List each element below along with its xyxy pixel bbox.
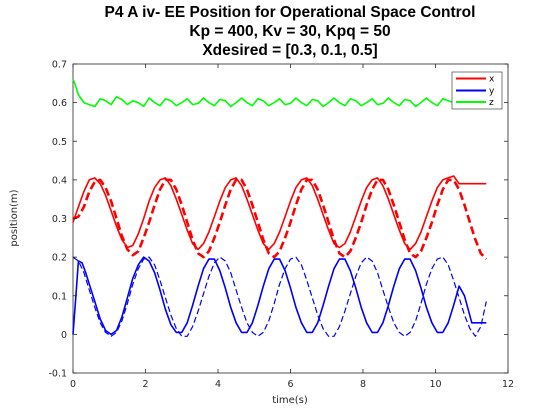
series-line-x-desired: [72, 178, 488, 260]
y-tick-label: -0.1: [48, 369, 67, 380]
data-layer: [72, 79, 488, 337]
chart-title-line-1: P4 A iv- EE Position for Operational Spa…: [105, 4, 476, 21]
x-tick-label: 12: [502, 379, 514, 390]
legend-label-z: z: [489, 98, 494, 108]
legend-label-y: y: [489, 87, 495, 97]
y-axis-ticks: -0.1 0 0.1 0.2 0.3 0.4 0.5 0.6 0.7: [48, 60, 508, 380]
x-tick-label: 10: [429, 379, 441, 390]
series-line-x: [72, 175, 487, 251]
legend: x y z: [451, 71, 503, 110]
chart-title-line-2: Kp = 400, Kv = 30, Kpq = 50: [189, 23, 390, 40]
x-tick-label: 6: [287, 379, 293, 390]
x-tick-label: 2: [142, 379, 148, 390]
y-tick-label: 0.4: [52, 175, 67, 186]
x-axis-label: time(s): [272, 395, 308, 406]
y-tick-label: 0.1: [52, 291, 67, 302]
chart-title-line-3: Xdesired = [0.3, 0.1, 0.5]: [202, 42, 377, 59]
x-tick-label: 0: [70, 379, 76, 390]
y-tick-label: 0.7: [52, 60, 67, 71]
series-line-y-desired: [72, 256, 487, 337]
plot-area: [72, 63, 509, 374]
x-axis-ticks: 0 2 4 6 8 10 12: [70, 64, 514, 390]
series-line-y: [72, 256, 487, 336]
x-tick-label: 4: [215, 379, 221, 390]
x-tick-label: 8: [360, 379, 366, 390]
y-tick-label: 0: [61, 330, 67, 341]
y-tick-label: 0.6: [52, 98, 67, 109]
legend-label-x: x: [489, 75, 495, 85]
y-tick-label: 0.5: [52, 137, 67, 148]
y-tick-label: 0.3: [52, 214, 67, 225]
y-axis-label: position(m): [9, 189, 20, 246]
y-tick-label: 0.2: [52, 253, 67, 264]
series-line-z: [72, 79, 487, 108]
